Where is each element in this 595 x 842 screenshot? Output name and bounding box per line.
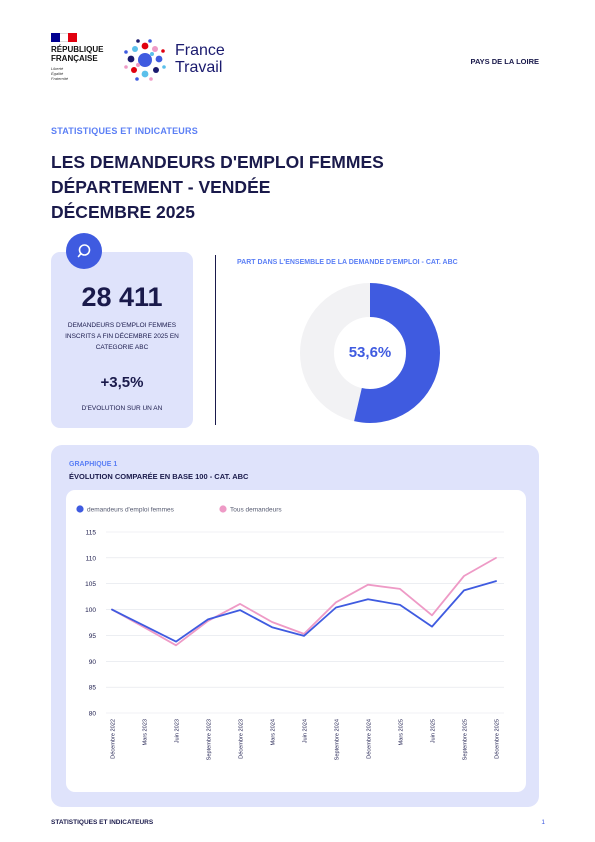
page-title-line-3: DÉCEMBRE 2025 [51,202,195,222]
x-tick-label: Juin 2024 [303,719,309,743]
republique-motto: Liberté Égalité Fraternité [51,66,69,81]
kpi-number: 28 411 [81,282,163,312]
kpi-evolution-label: D'EVOLUTION SUR UN AN [81,405,163,412]
x-tick-label: Décembre 2024 [367,719,373,759]
page-title: LES DEMANDEURS D'EMPLOI FEMMES DÉPARTEME… [51,150,384,225]
y-tick-label: 115 [86,530,97,537]
france-travail-wordmark: France Travail [175,42,225,76]
kpi-badge [66,233,102,269]
x-tick-label: Mars 2023 [143,719,149,745]
y-tick-label: 95 [89,633,97,640]
page-number: 1 [541,819,545,826]
x-tick-label: Mars 2024 [271,719,277,745]
x-tick-label: Juin 2025 [431,719,437,743]
share-value: 53,6% [348,344,392,361]
y-tick-label: 80 [89,711,97,718]
vertical-divider [215,255,216,425]
legend-marker [219,505,227,513]
republique-francaise-label: RÉPUBLIQUE FRANÇAISE [51,45,104,63]
x-tick-label: Septembre 2023 [207,719,213,760]
x-tick-label: Mars 2025 [399,719,405,745]
french-flag-icon [51,33,78,42]
legend-label: demandeurs d'emploi femmes [87,507,175,514]
graph-title: ÉVOLUTION COMPARÉE EN BASE 100 - CAT. AB… [69,472,249,481]
footer-label: STATISTIQUES ET INDICATEURS [51,819,154,826]
legend-label: Tous demandeurs [230,507,282,514]
y-tick-label: 110 [86,555,97,562]
section-label: STATISTIQUES ET INDICATEURS [51,126,198,136]
x-tick-label: Juin 2023 [175,719,181,743]
kpi-card [51,252,193,428]
x-tick-label: Décembre 2022 [111,719,117,759]
x-tick-label: Décembre 2025 [495,719,501,759]
graph-card [66,490,526,792]
x-tick-label: Septembre 2025 [463,719,469,760]
y-tick-label: 105 [85,581,96,588]
kpi-evolution: +3,5% [100,374,144,391]
x-tick-label: Septembre 2024 [335,719,341,760]
graph-kicker: GRAPHIQUE 1 [69,461,118,468]
search-icon [77,244,91,258]
share-donut-chart [300,283,440,423]
page-title-line-2: DÉPARTEMENT - VENDÉE [51,177,271,197]
share-title: PART DANS L'ENSEMBLE DE LA DEMANDE D'EMP… [237,259,458,266]
series-line [111,580,497,643]
x-tick-label: Décembre 2023 [239,719,245,759]
page-title-line-1: LES DEMANDEURS D'EMPLOI FEMMES [51,152,384,172]
y-tick-label: 100 [85,607,96,614]
legend-marker [76,505,84,513]
region-label: PAYS DE LA LOIRE [470,57,540,66]
y-tick-label: 90 [89,659,97,666]
series-line [111,557,497,647]
donut-share-arc [300,283,440,423]
france-travail-logo-icon [124,39,166,81]
y-tick-label: 85 [89,685,97,692]
kpi-description: DEMANDEURS D'EMPLOI FEMMES INSCRITS A FI… [65,322,179,351]
evolution-line-chart: 80 85 90 95 100 105 110 115 Décembre 2022 Mars 20… [76,505,504,760]
